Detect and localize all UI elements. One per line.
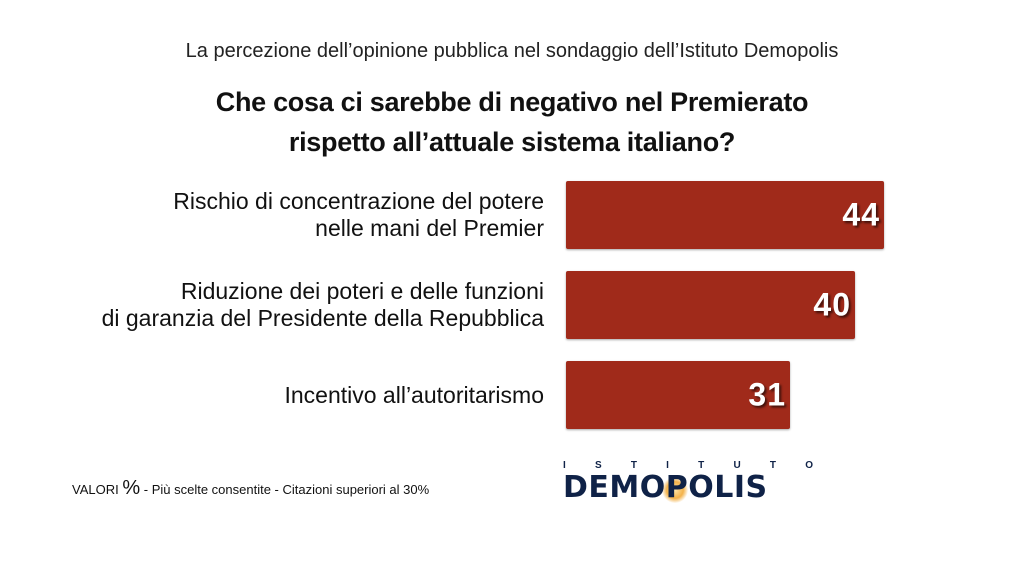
- demopolis-logo: I S T I T U T O DEMOPOLIS: [563, 460, 813, 510]
- chart-title-line-1: Che cosa ci sarebbe di negativo nel Prem…: [215, 87, 809, 117]
- logo-letter: O: [805, 460, 813, 471]
- logo-letter: I: [563, 460, 566, 471]
- category-label: Incentivo all’autoritarismo: [24, 382, 544, 409]
- logo-letter: U: [733, 460, 741, 471]
- logo-letter: T: [769, 460, 777, 471]
- chart-title: Che cosa ci sarebbe di negativo nel Prem…: [0, 82, 1024, 162]
- logo-letter: T: [698, 460, 705, 471]
- bar: 31: [566, 361, 790, 429]
- chart-subtitle: La percezione dell’opinione pubblica nel…: [185, 40, 839, 62]
- category-label-line: Rischio di concentrazione del potere: [173, 188, 544, 214]
- logo-letter: T: [630, 460, 637, 471]
- logo-wordmark: DEMOPOLIS: [563, 470, 768, 505]
- logo-glow-icon: [662, 477, 688, 503]
- logo-letter: I: [666, 460, 669, 471]
- bar: 40: [566, 271, 855, 339]
- category-label-line: nelle mani del Premier: [315, 215, 544, 241]
- category-label-line: Incentivo all’autoritarismo: [284, 381, 544, 408]
- category-label-line: Riduzione dei poteri e delle funzioni: [180, 278, 544, 304]
- footnote: VALORI % - Più scelte consentite - Citaz…: [72, 477, 429, 500]
- category-label: Riduzione dei poteri e delle funzioni di …: [24, 278, 544, 332]
- category-label-line: di garanzia del Presidente della Repubbl…: [101, 305, 544, 331]
- bar-value-label: 31: [748, 376, 786, 413]
- bar-value-label: 40: [813, 286, 851, 323]
- footnote-prefix: VALORI: [72, 482, 119, 497]
- footnote-percent-sign: %: [122, 477, 141, 499]
- category-label: Rischio di concentrazione del potere nell…: [24, 188, 544, 242]
- footnote-text: - Più scelte consentite - Citazioni supe…: [143, 482, 430, 497]
- bar: 44: [566, 181, 884, 249]
- chart-title-line-2: rispetto all’attuale sistema italiano?: [288, 127, 736, 157]
- logo-letter: S: [594, 460, 602, 471]
- bar-value-label: 44: [842, 196, 880, 233]
